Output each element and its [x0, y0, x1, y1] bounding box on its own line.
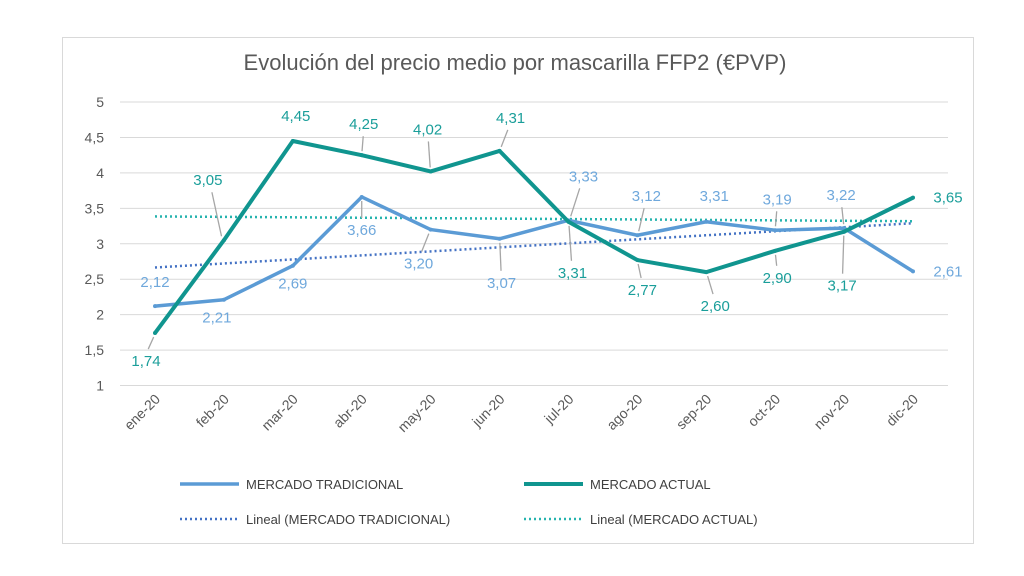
data-point — [428, 227, 433, 232]
x-tick-label: mar-20 — [258, 391, 301, 434]
series-line — [154, 195, 914, 308]
data-label: 2,12 — [140, 274, 169, 291]
legend-label: Lineal (MERCADO ACTUAL) — [590, 512, 758, 527]
y-tick-label: 2 — [96, 307, 104, 323]
x-tick-label: jun-20 — [468, 391, 508, 431]
trendline — [154, 215, 914, 223]
data-label: 3,31 — [558, 265, 587, 282]
leader-line — [707, 275, 714, 295]
data-point — [428, 169, 433, 174]
data-point — [153, 304, 157, 309]
data-label: 3,22 — [826, 187, 855, 204]
data-label: 3,19 — [763, 191, 792, 208]
data-point — [359, 194, 364, 199]
leader-line — [774, 211, 778, 227]
leader-line — [211, 192, 223, 237]
x-tick-label: nov-20 — [811, 391, 853, 433]
x-tick-label: ago-20 — [603, 391, 645, 433]
x-tick-label: oct-20 — [744, 391, 783, 430]
leader-line — [499, 242, 502, 271]
data-point — [911, 195, 915, 200]
data-label: 2,77 — [628, 282, 657, 299]
chart-frame — [62, 37, 974, 544]
data-label: 4,31 — [496, 110, 525, 127]
data-point — [842, 229, 847, 234]
data-label: 3,33 — [569, 168, 598, 185]
legend-label: MERCADO TRADICIONAL — [246, 477, 403, 492]
leader-line — [568, 225, 573, 261]
data-point — [566, 219, 571, 224]
leader-line — [637, 263, 642, 279]
leader-line — [421, 233, 430, 252]
data-label: 1,74 — [131, 353, 160, 370]
data-point — [221, 238, 226, 243]
leader-line — [841, 235, 845, 274]
data-point — [153, 331, 157, 336]
trendline — [154, 221, 914, 269]
series-line — [153, 138, 914, 335]
x-tick-label: abr-20 — [330, 391, 370, 431]
data-label: 3,17 — [827, 278, 856, 295]
legend-label: MERCADO ACTUAL — [590, 477, 711, 492]
y-tick-label: 4,5 — [85, 129, 105, 145]
data-label: 3,66 — [347, 222, 376, 239]
leader-line — [841, 207, 845, 225]
data-label: 3,07 — [487, 275, 516, 292]
leader-line — [500, 129, 509, 148]
data-label: 2,61 — [933, 263, 962, 280]
data-label: 3,05 — [193, 172, 222, 189]
data-point — [773, 248, 778, 253]
leader-line — [774, 254, 778, 266]
y-tick-label: 3,5 — [85, 200, 105, 216]
data-point — [704, 270, 709, 275]
x-tick-label: jul-20 — [540, 391, 576, 427]
data-point — [221, 297, 226, 302]
y-tick-label: 1,5 — [85, 342, 105, 358]
data-label: 2,90 — [763, 270, 792, 287]
data-point — [290, 263, 295, 268]
leader-line — [427, 141, 431, 168]
data-point — [497, 148, 502, 153]
data-point — [773, 228, 778, 233]
chart-title: Evolución del precio medio por mascarill… — [244, 50, 787, 75]
data-point — [290, 138, 295, 143]
data-point — [704, 219, 709, 224]
data-label: 2,69 — [278, 276, 307, 293]
data-label: 2,60 — [701, 298, 730, 315]
y-tick-label: 5 — [96, 94, 104, 110]
x-tick-label: sep-20 — [673, 391, 715, 433]
x-tick-label: may-20 — [394, 391, 438, 435]
y-tick-label: 1 — [96, 378, 104, 394]
leader-line — [147, 336, 155, 350]
data-point — [497, 236, 502, 241]
y-tick-label: 2,5 — [85, 271, 105, 287]
leader-line — [638, 208, 645, 232]
legend-label: Lineal (MERCADO TRADICIONAL) — [246, 512, 450, 527]
y-tick-label: 3 — [96, 236, 104, 252]
data-label: 3,31 — [700, 188, 729, 205]
data-point — [635, 258, 640, 263]
data-label: 3,12 — [632, 188, 661, 205]
data-label: 3,65 — [933, 190, 962, 207]
y-tick-label: 4 — [96, 165, 104, 181]
data-point — [911, 269, 915, 274]
x-tick-label: dic-20 — [883, 391, 921, 429]
data-point — [635, 233, 640, 238]
data-label: 3,20 — [404, 256, 433, 273]
data-label: 2,21 — [202, 310, 231, 327]
x-tick-label: feb-20 — [193, 391, 233, 431]
data-label: 4,02 — [413, 121, 442, 138]
data-label: 4,45 — [281, 108, 310, 125]
x-tick-label: ene-20 — [121, 391, 163, 433]
leader-line — [570, 188, 581, 217]
leader-line — [361, 136, 364, 152]
data-point — [359, 153, 364, 158]
data-label: 4,25 — [349, 116, 378, 133]
